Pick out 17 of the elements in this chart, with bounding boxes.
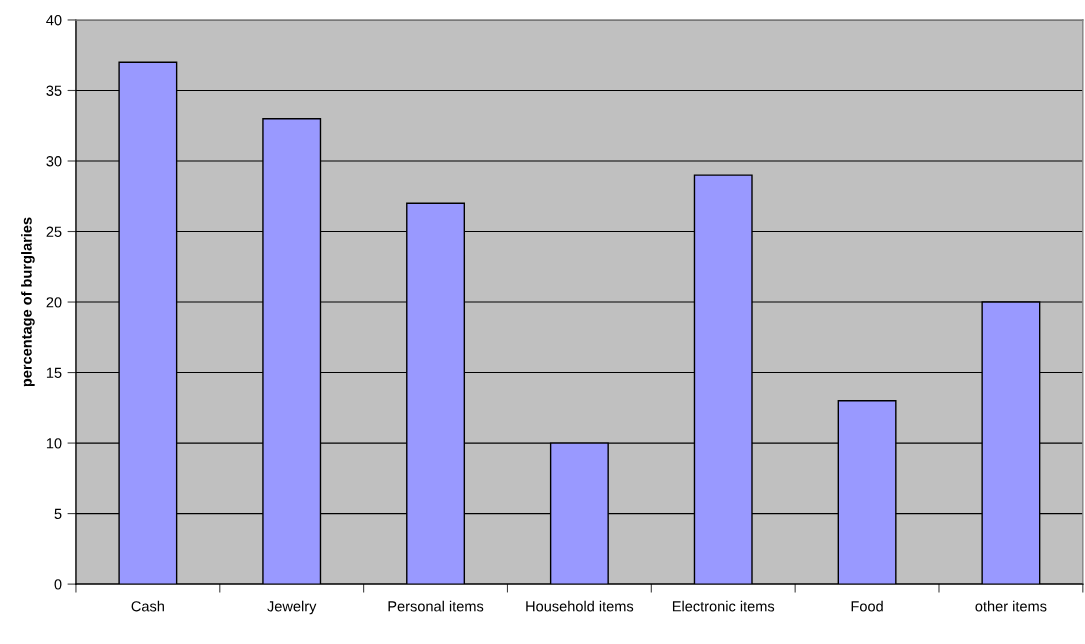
x-tick-label: Personal items: [388, 600, 484, 612]
x-tick-label: Food: [851, 600, 883, 612]
x-tick-label: Electronic items: [672, 600, 775, 612]
y-tick-label: 40: [46, 15, 62, 26]
x-tick-label: Household items: [526, 600, 634, 612]
y-tick-label: 20: [46, 297, 62, 308]
y-tick-label: 0: [54, 579, 62, 590]
y-tick-label: 35: [46, 85, 62, 96]
y-tick-label: 30: [46, 156, 62, 167]
x-tick-label: Jewelry: [267, 600, 317, 615]
y-tick-label: 5: [54, 508, 62, 520]
y-tick-label: 10: [46, 438, 62, 449]
x-tick-label: other items: [975, 600, 1047, 612]
y-tick-label: 25: [46, 226, 62, 237]
y-axis-title: percentage of burglaries: [21, 217, 35, 387]
x-tick-label: Cash: [131, 600, 164, 612]
y-tick-label: 15: [46, 367, 62, 378]
